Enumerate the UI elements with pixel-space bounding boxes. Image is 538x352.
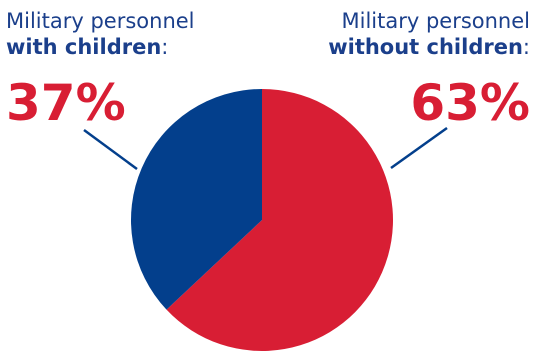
pie-slices xyxy=(131,88,393,351)
label-without-children: Military personnel without children: xyxy=(328,8,530,60)
leader-line-with-children xyxy=(83,128,138,171)
label-with-children-bold: with children xyxy=(6,35,162,59)
leader-line-without-children xyxy=(390,126,448,170)
label-with-children-line2: with children: xyxy=(6,34,195,60)
label-without-children-line2: without children: xyxy=(328,34,530,60)
label-with-children-line1: Military personnel xyxy=(6,9,195,33)
label-with-children: Military personnel with children: xyxy=(6,8,195,60)
pie-slice-without-children xyxy=(166,89,393,351)
label-with-children-colon: : xyxy=(161,35,169,59)
label-without-children-bold: without children xyxy=(328,35,523,59)
pie-slice-with-children xyxy=(131,88,262,310)
label-without-children-colon: : xyxy=(522,35,530,59)
percent-without-children: 63% xyxy=(410,74,530,132)
label-without-children-line1: Military personnel xyxy=(341,9,530,33)
percent-with-children: 37% xyxy=(6,74,126,132)
